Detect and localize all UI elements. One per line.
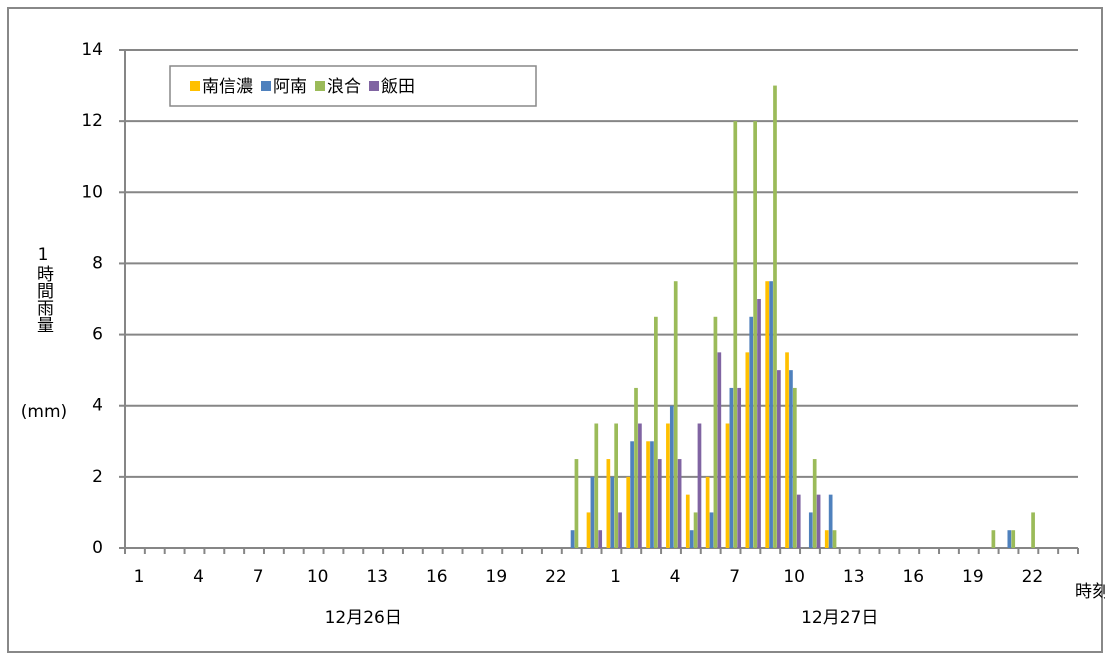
bar bbox=[824, 530, 829, 548]
bar bbox=[785, 352, 789, 548]
bar bbox=[590, 476, 595, 548]
bar bbox=[713, 316, 718, 548]
bar bbox=[745, 352, 750, 548]
y-tick-label: 6 bbox=[92, 325, 103, 345]
bar bbox=[574, 459, 579, 548]
bar bbox=[650, 441, 654, 548]
x-tick-label: 10 bbox=[307, 567, 329, 587]
bar bbox=[685, 494, 690, 548]
bar bbox=[816, 494, 821, 548]
bar bbox=[697, 423, 702, 548]
y-axis-unit: (mm) bbox=[21, 402, 67, 422]
bar bbox=[626, 476, 631, 548]
bar bbox=[610, 476, 615, 548]
x-tick-label: 4 bbox=[670, 567, 681, 587]
bar bbox=[777, 370, 781, 548]
bar bbox=[669, 405, 674, 548]
bar bbox=[657, 459, 662, 548]
x-tick-label: 22 bbox=[545, 567, 567, 587]
bar bbox=[673, 281, 678, 548]
bar bbox=[709, 512, 714, 548]
y-tick-label: 14 bbox=[81, 40, 103, 60]
x-tick-label: 1 bbox=[134, 567, 145, 587]
x-tick-label: 4 bbox=[193, 567, 204, 587]
x-tick-label: 16 bbox=[426, 567, 448, 587]
bar bbox=[828, 494, 833, 548]
bar bbox=[638, 423, 642, 548]
legend-label: 阿南 bbox=[273, 77, 307, 97]
y-axis-label: 1時間雨量 bbox=[33, 245, 54, 333]
x-tick-label: 16 bbox=[902, 567, 924, 587]
bar bbox=[725, 423, 730, 548]
x-tick-label: 1 bbox=[610, 567, 621, 587]
x-tick-label: 7 bbox=[729, 567, 740, 587]
bar bbox=[717, 352, 722, 548]
bar bbox=[773, 85, 777, 549]
date-label: 12月26日 bbox=[325, 608, 402, 628]
legend-box bbox=[169, 65, 537, 107]
bar bbox=[991, 530, 996, 548]
bar bbox=[1031, 512, 1035, 548]
bar bbox=[812, 459, 817, 548]
bar bbox=[757, 299, 761, 548]
x-axis-label: 時刻 bbox=[1075, 582, 1105, 602]
bar bbox=[796, 494, 801, 548]
bar bbox=[630, 441, 634, 548]
y-tick-label: 4 bbox=[92, 396, 103, 416]
bar bbox=[689, 530, 694, 548]
legend-label: 浪合 bbox=[327, 77, 361, 97]
bar bbox=[769, 281, 773, 548]
bar bbox=[749, 316, 754, 548]
bar bbox=[618, 512, 622, 548]
legend-swatch bbox=[369, 81, 379, 91]
x-tick-label: 10 bbox=[783, 567, 805, 587]
legend-label: 南信濃 bbox=[202, 77, 253, 97]
legend-label: 飯田 bbox=[381, 77, 415, 97]
bar bbox=[586, 512, 591, 548]
x-tick-label: 19 bbox=[962, 567, 984, 587]
y-tick-label: 10 bbox=[81, 182, 103, 202]
bar bbox=[765, 281, 770, 548]
chart-frame bbox=[7, 7, 1103, 653]
bar bbox=[808, 512, 813, 548]
bar bbox=[606, 459, 611, 548]
bar bbox=[570, 530, 575, 548]
date-label: 12月27日 bbox=[801, 608, 878, 628]
bar bbox=[733, 121, 738, 549]
bar bbox=[729, 387, 734, 548]
bar bbox=[832, 530, 837, 548]
bar bbox=[634, 387, 638, 548]
bar bbox=[705, 476, 710, 548]
bar bbox=[594, 423, 599, 548]
legend-swatch bbox=[315, 81, 325, 91]
bar bbox=[598, 530, 603, 548]
bar bbox=[666, 423, 670, 548]
x-tick-label: 19 bbox=[486, 567, 508, 587]
x-tick-label: 7 bbox=[253, 567, 264, 587]
y-tick-label: 8 bbox=[92, 253, 103, 273]
y-tick-label: 0 bbox=[92, 538, 103, 558]
bar bbox=[1011, 530, 1016, 548]
bar bbox=[737, 387, 742, 548]
legend-swatch bbox=[190, 81, 200, 91]
bar bbox=[789, 370, 793, 548]
x-tick-label: 22 bbox=[1022, 567, 1044, 587]
y-tick-label: 12 bbox=[81, 111, 103, 131]
legend-swatch bbox=[261, 81, 271, 91]
bar bbox=[614, 423, 618, 548]
bar bbox=[654, 316, 658, 548]
x-tick-label: 13 bbox=[843, 567, 865, 587]
y-tick-label: 2 bbox=[92, 467, 103, 487]
x-tick-label: 13 bbox=[366, 567, 388, 587]
bar bbox=[792, 387, 797, 548]
bar bbox=[677, 459, 682, 548]
bar bbox=[693, 512, 698, 548]
bar bbox=[1007, 530, 1012, 548]
bar bbox=[753, 121, 757, 549]
bar bbox=[646, 441, 650, 548]
